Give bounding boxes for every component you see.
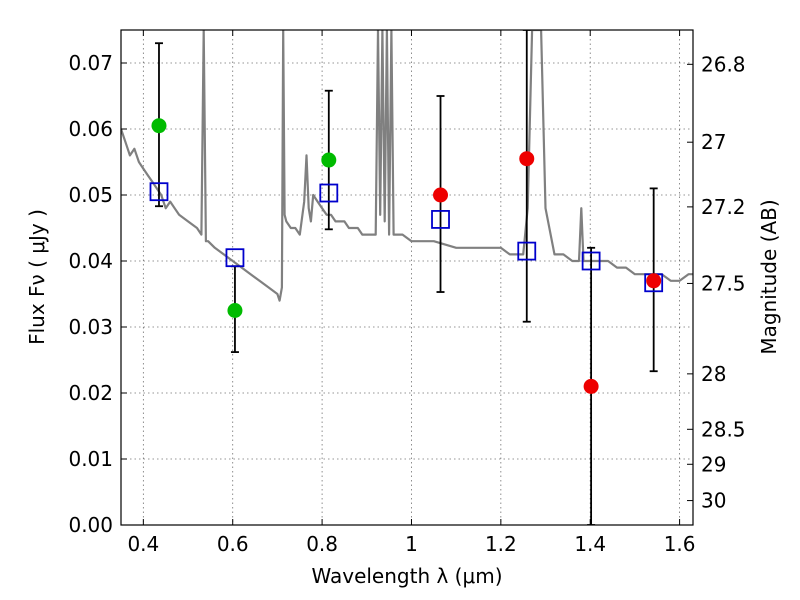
model-square-point <box>225 248 245 268</box>
red-flux-point <box>433 187 449 203</box>
x-tick-label: 0.6 <box>217 532 249 556</box>
model-square-point <box>431 210 450 229</box>
x-tick-label: 1 <box>405 532 418 556</box>
y2-tick-label: 27.2 <box>701 195 746 219</box>
model-square-point <box>319 183 339 203</box>
y-tick-label: 0.04 <box>68 249 113 273</box>
red-flux-point <box>646 273 662 289</box>
axes: 0.4 0.6 0.8 1 1.2 1.4 1.6 0.00 0.01 0.02 0.03 0.04 0… <box>68 30 746 556</box>
model-square-point <box>581 251 601 271</box>
x-tick-label: 0.4 <box>127 532 159 556</box>
y-tick-label: 0.01 <box>68 447 113 471</box>
x-tick-label: 1.4 <box>574 532 606 556</box>
y-axis-label: Flux Fν ( μJy ) <box>25 209 49 345</box>
y2-tick-label: 30 <box>701 489 726 513</box>
green-flux-point <box>227 303 243 318</box>
y2-tick-label: 28.5 <box>701 417 746 441</box>
x-tick-label: 0.8 <box>306 532 338 556</box>
plot-area <box>121 30 693 525</box>
y2-tick-label: 28 <box>701 362 726 386</box>
y2-tick-label: 26.8 <box>701 52 746 76</box>
y-tick-label: 0.00 <box>68 513 113 537</box>
y-tick-label: 0.07 <box>68 51 113 75</box>
model-square-point <box>149 182 169 202</box>
x-axis-label: Wavelength λ (μm) <box>311 564 502 588</box>
spectrum-line <box>121 30 693 302</box>
plot-frame <box>120 29 694 526</box>
grid <box>121 30 693 526</box>
green-flux-point <box>151 118 167 134</box>
y-tick-label: 0.03 <box>68 315 113 339</box>
y2-tick-label: 29 <box>701 452 726 476</box>
model-square-point <box>517 241 537 261</box>
green-flux-point <box>321 152 337 168</box>
y-tick-label: 0.06 <box>68 117 113 141</box>
y2-tick-label: 27.5 <box>701 271 746 295</box>
y2-axis-label: Magnitude (AB) <box>757 199 781 354</box>
y-tick-label: 0.02 <box>68 381 113 405</box>
x-tick-label: 1.2 <box>485 532 517 556</box>
x-tick-label: 1.6 <box>664 532 696 556</box>
y2-tick-label: 27 <box>701 130 726 154</box>
y-tick-label: 0.05 <box>68 183 113 207</box>
red-flux-point <box>583 378 599 394</box>
red-flux-point <box>519 151 535 167</box>
